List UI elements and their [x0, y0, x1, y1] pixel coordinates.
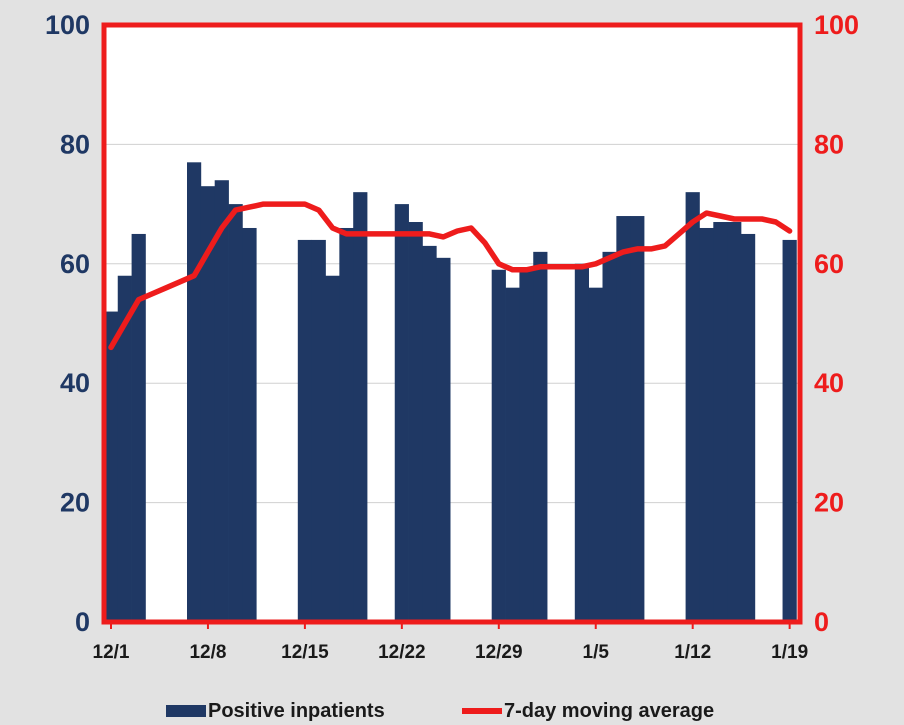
bar [574, 263, 589, 622]
y-tick-label-right: 40 [814, 368, 844, 398]
y-tick-label-left: 100 [45, 10, 90, 40]
x-tick-label: 12/29 [475, 642, 523, 663]
bar [242, 227, 257, 623]
y-tick-label-left: 40 [60, 368, 90, 398]
left-axis-ticks: 0 20 40 60 80 100 [45, 10, 90, 637]
right-axis-ticks: 0 20 40 60 80 100 [814, 10, 859, 637]
x-tick-label: 1/19 [771, 642, 808, 663]
bar [782, 239, 797, 623]
x-tick-label: 12/22 [378, 642, 426, 663]
y-tick-label-left: 80 [60, 129, 90, 159]
legend: Positive inpatients 7-day moving average [166, 700, 714, 722]
bar [630, 216, 645, 623]
y-tick-label-right: 0 [814, 607, 829, 637]
bar [408, 222, 423, 622]
x-tick-label: 12/8 [189, 642, 226, 663]
line-series [108, 201, 793, 351]
bar [200, 186, 216, 622]
y-tick-label-right: 60 [814, 249, 844, 279]
bar [519, 269, 534, 622]
bar [741, 233, 756, 622]
y-tick-label-right: 20 [814, 488, 844, 518]
y-tick-label-right: 80 [814, 129, 844, 159]
bar [505, 287, 520, 622]
bar [394, 204, 409, 622]
legend-swatch-line [462, 708, 502, 714]
bar [117, 275, 132, 622]
bar [353, 192, 368, 622]
y-tick-label-left: 20 [60, 488, 90, 518]
bar [103, 311, 119, 622]
y-tick-label-right: 100 [814, 10, 859, 40]
legend-label-bar: Positive inpatients [208, 700, 385, 722]
bar [214, 180, 229, 622]
bar [339, 227, 354, 623]
bar [602, 251, 617, 623]
bar [422, 245, 437, 622]
bar [131, 233, 146, 622]
bar [491, 269, 506, 622]
x-tick-label: 12/1 [93, 642, 130, 663]
bar [325, 275, 340, 622]
bar [616, 216, 631, 623]
bar [297, 239, 312, 623]
y-tick-label-left: 60 [60, 249, 90, 279]
bar-series [103, 162, 797, 623]
bar [533, 251, 548, 623]
bar [727, 222, 742, 622]
bar [685, 192, 700, 622]
moving-average-line [108, 201, 793, 351]
bar [228, 204, 243, 622]
y-tick-label-left: 0 [75, 607, 90, 637]
bar [311, 239, 326, 623]
bar [699, 227, 714, 623]
x-tick-label: 1/12 [674, 642, 711, 663]
bar [588, 287, 603, 622]
x-tick-label: 1/5 [583, 642, 610, 663]
legend-label-line: 7-day moving average [504, 700, 714, 722]
x-axis-ticks: 12/1 12/8 12/15 12/22 12/29 1/5 1/12 1/19 [93, 622, 808, 663]
bar [436, 257, 451, 622]
x-tick-label: 12/15 [281, 642, 329, 663]
plot-frame [101, 22, 803, 625]
legend-swatch-bar [166, 705, 206, 717]
bar [187, 162, 202, 622]
bar [713, 222, 728, 622]
